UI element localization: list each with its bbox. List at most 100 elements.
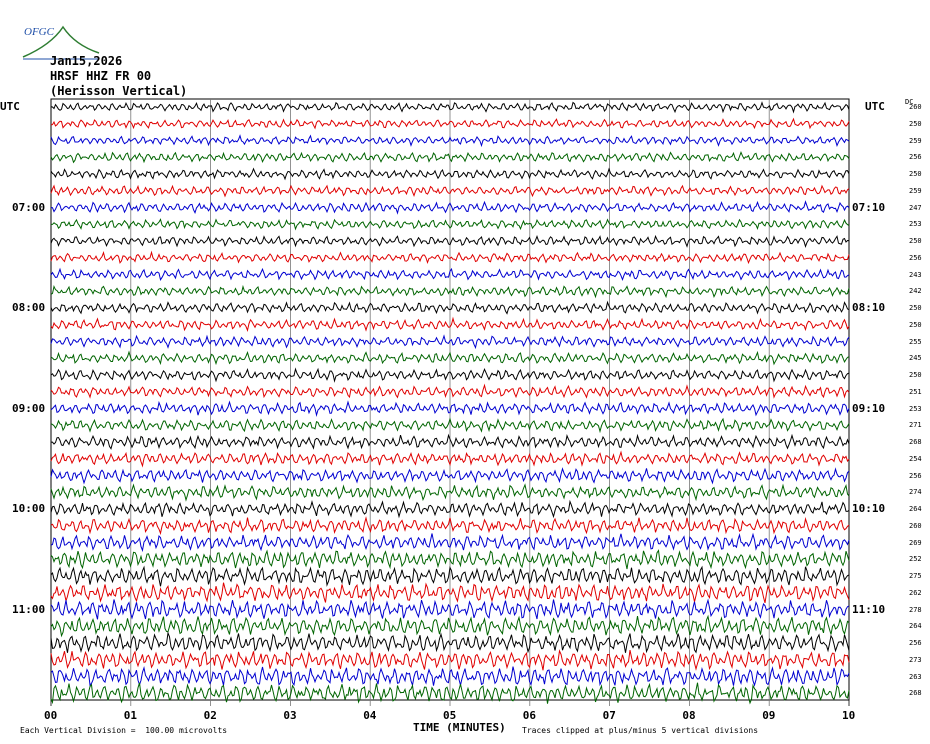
dc-offset-value: 268 [909,689,922,698]
seismic-trace [50,649,850,671]
dc-offset-value: 256 [909,153,922,162]
right-hour-label: 10:10 [852,502,886,515]
right-hour-label: 09:10 [852,401,886,415]
seismic-trace [50,184,850,198]
dc-offset-value: 271 [909,421,922,430]
seismic-trace [50,300,850,315]
date-label: Jan15,2026 [50,54,123,68]
logo-text: OFGC [24,26,54,38]
seismic-trace [50,350,850,366]
dc-offset-value: 256 [909,639,922,647]
seismic-trace [50,334,850,350]
left-hour-label: 09:00 [12,401,46,415]
seismic-trace [50,417,850,434]
ofgc-logo: OFGC [2,4,100,60]
dc-offset-value: 264 [909,622,922,631]
dc-offset-value: 250 [909,371,922,379]
x-axis-label: TIME (MINUTES) [413,721,506,734]
dc-offset-value: 255 [909,337,922,346]
right-hour-label: 07:10 [852,200,886,214]
dc-offset-value: 245 [909,354,922,363]
left-hour-label: 11:00 [12,602,46,616]
dc-offset-value: 262 [909,588,922,597]
right-utc-label: UTC [865,100,885,113]
seismic-trace [50,267,850,281]
x-tick-label: 08 [682,709,696,722]
location-label: (Herisson Vertical) [50,84,188,98]
dc-offset-value: 253 [909,404,922,413]
seismic-trace [50,433,850,450]
right-hour-label: 08:10 [852,301,886,314]
x-tick-label: 04 [363,709,377,722]
dc-offset-value: 264 [909,505,922,513]
seismic-trace [50,631,850,654]
seismic-trace [50,532,850,553]
scale-note: Each Vertical Division = 100.00 microvol… [20,726,228,735]
x-tick-label: 09 [762,709,776,722]
dc-offset-value: 250 [909,320,922,329]
dc-offset-value: 250 [909,304,922,312]
station-label: HRSF HHZ FR 00 [50,69,152,83]
seismic-trace [50,499,850,519]
seismic-trace [50,565,850,587]
seismic-trace [50,450,850,468]
dc-offset-value: 250 [909,119,922,128]
dc-offset-value: 260 [909,521,922,530]
dc-offset-value: 250 [909,170,922,178]
x-tick-label: 10 [842,709,856,722]
seismic-trace [50,218,850,231]
left-hour-label: 08:00 [12,301,46,314]
clip-note: Traces clipped at plus/minus 5 vertical … [522,726,759,735]
seismic-trace [50,666,850,688]
seismic-trace [50,483,850,502]
x-tick-label: 05 [443,709,457,722]
dc-offset-value: 253 [909,220,922,229]
dc-offset-value: 254 [909,454,922,463]
dc-offset-value: 251 [909,387,922,396]
seismic-trace [50,200,850,215]
left-hour-label: 10:00 [12,502,46,515]
seismic-trace [50,598,850,620]
x-tick-label: 03 [283,709,297,722]
x-tick-label: 01 [123,709,138,722]
right-hour-label: 11:10 [852,602,886,616]
x-tick-label: 00 [44,709,58,722]
seismic-trace [50,383,850,399]
seismic-trace [50,682,850,705]
seismic-trace [50,614,850,638]
x-tick-label: 06 [522,709,537,722]
dc-offset-value: 256 [909,471,922,480]
dc-offset-value: 273 [909,655,922,664]
seismic-trace [50,134,850,148]
dc-header: DC [905,98,914,106]
dc-offset-value: 242 [909,287,922,296]
dc-offset-value: 259 [909,186,922,195]
seismic-trace [50,582,850,604]
seismic-trace [50,549,850,570]
x-tick-label: 02 [203,709,217,722]
seismic-trace [50,316,850,332]
dc-offset-value: 243 [909,270,922,279]
seismic-trace [50,516,850,536]
logo-mountain-icon [22,25,100,60]
left-hour-label: 07:00 [12,200,46,214]
seismic-trace [50,284,850,299]
seismic-trace [50,367,850,383]
seismic-trace [50,400,850,417]
dc-offset-value: 260 [909,103,922,111]
dc-offset-value: 252 [909,555,922,564]
dc-offset-value: 263 [909,672,922,681]
seismic-trace [50,234,850,249]
seismic-trace [50,117,850,130]
seismic-trace [50,167,850,181]
dc-offset-value: 268 [909,438,922,446]
x-tick-label: 07 [602,709,616,722]
dc-offset-value: 247 [909,203,922,212]
dc-offset-value: 274 [909,488,922,497]
seismic-trace [50,467,850,485]
seismic-trace [50,101,850,114]
dc-offset-value: 250 [909,237,922,245]
dc-offset-value: 269 [909,538,922,547]
dc-offset-value: 259 [909,136,922,145]
